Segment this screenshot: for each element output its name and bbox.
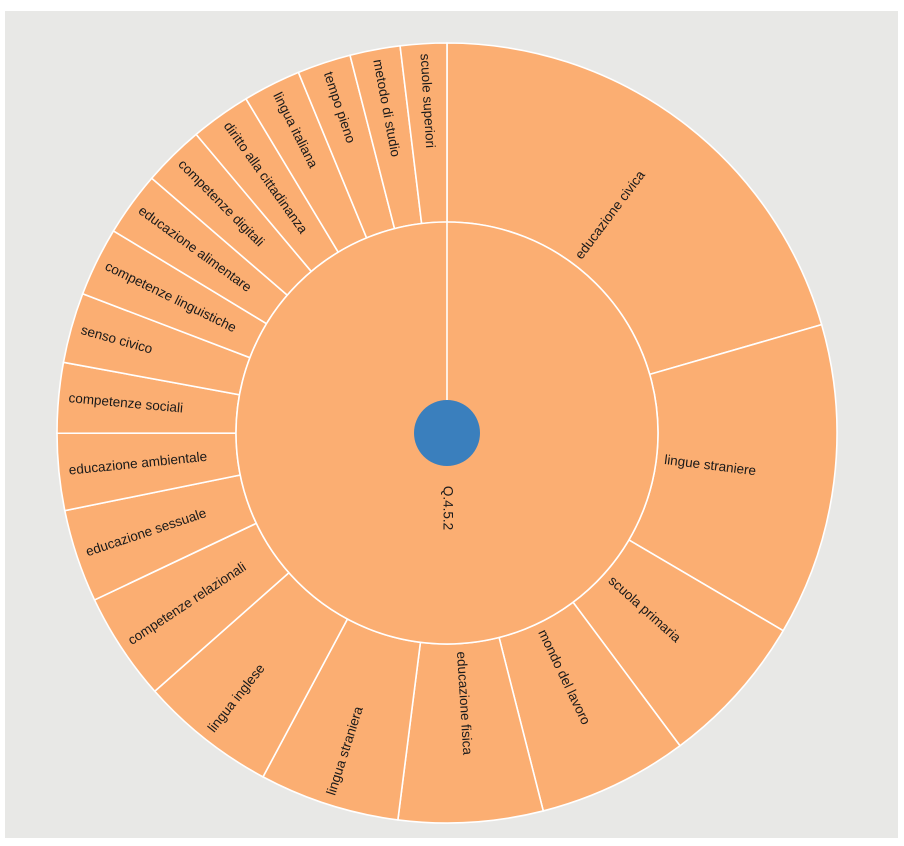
outer-ring <box>56 42 838 824</box>
root-label: Q.4.5.2 <box>440 486 455 530</box>
center-node[interactable] <box>414 400 480 466</box>
label-educazione-fisica: educazione fisica <box>454 651 475 756</box>
label-scuole-superiori: scuole superiori <box>418 53 439 148</box>
